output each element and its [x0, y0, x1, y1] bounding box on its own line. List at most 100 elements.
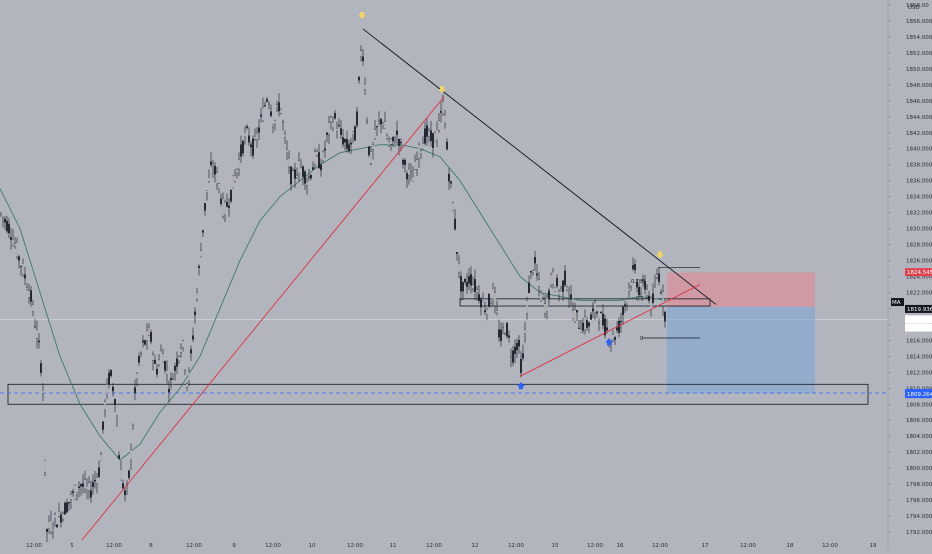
candle-body — [450, 181, 452, 184]
ascending-trendline-2[interactable] — [519, 284, 701, 377]
candle-body — [222, 198, 224, 217]
candle — [154, 354, 156, 365]
candle — [422, 136, 424, 150]
candle — [574, 302, 576, 324]
candle-body — [12, 238, 14, 245]
candle-body — [344, 139, 346, 143]
candle-body — [648, 295, 650, 301]
y-tick-label: 1816.000 — [906, 338, 932, 344]
candle-body — [212, 169, 214, 172]
candle-body — [304, 171, 306, 184]
candle-body — [500, 329, 502, 341]
price-tag: 12:09 — [905, 323, 932, 332]
candle-body — [4, 218, 6, 223]
candle — [566, 285, 568, 292]
candle-body — [404, 159, 406, 165]
arrow-down-icon — [438, 86, 446, 94]
ascending-trendline[interactable] — [81, 96, 445, 541]
indicator-tag-label: MA — [892, 300, 901, 306]
y-tick-label: 1826.000 — [906, 259, 932, 265]
candle-body — [638, 286, 640, 296]
indicator-tag-bg — [891, 298, 904, 307]
candle — [354, 125, 356, 141]
x-tick-label: 12 — [472, 543, 479, 549]
candle — [344, 138, 346, 151]
candle — [272, 124, 274, 134]
candle — [544, 294, 546, 318]
candle — [554, 287, 556, 292]
candle-body — [280, 108, 282, 114]
candle — [656, 268, 658, 280]
candle-body — [302, 166, 304, 177]
candle-body — [100, 454, 102, 461]
candle — [224, 199, 226, 223]
candle — [286, 140, 288, 161]
candle — [322, 150, 324, 163]
support-zone-box[interactable] — [7, 383, 869, 405]
candle — [340, 120, 342, 140]
candle-body — [446, 141, 448, 150]
candle — [210, 152, 212, 168]
candle — [234, 169, 236, 183]
candle — [338, 118, 340, 128]
candle — [624, 300, 626, 313]
candle — [424, 121, 426, 146]
candle-body — [188, 371, 190, 382]
candle — [168, 380, 170, 403]
candle-body — [632, 265, 634, 270]
candle-body — [130, 449, 132, 461]
price-tag-label: 1818.629 — [907, 317, 932, 323]
candle — [370, 146, 372, 166]
candle — [246, 124, 248, 130]
resistance-zone-box[interactable] — [459, 298, 711, 307]
candle — [58, 502, 60, 518]
candle-body — [248, 135, 250, 143]
candle-body — [442, 101, 444, 114]
candle-body — [440, 111, 442, 113]
candle-body — [144, 340, 146, 345]
candle-body — [84, 479, 86, 489]
candle-body — [586, 320, 588, 328]
candle — [106, 378, 108, 400]
candle-body — [556, 277, 558, 287]
candle-body — [410, 171, 412, 173]
candle-body — [226, 202, 228, 207]
candle-body — [328, 122, 330, 135]
candle-body — [236, 168, 238, 174]
candle — [458, 254, 460, 279]
price-tag-bg — [905, 315, 932, 324]
candle — [62, 511, 64, 522]
candle — [350, 138, 352, 155]
candle-body — [514, 346, 516, 354]
candle — [12, 229, 14, 247]
candle — [326, 131, 328, 143]
candle — [464, 277, 466, 285]
candle — [366, 117, 368, 125]
descending-trendline[interactable] — [362, 28, 717, 305]
candle-body — [294, 169, 296, 179]
candle — [90, 480, 92, 503]
take-profit-zone[interactable] — [667, 306, 815, 394]
candle-body — [34, 326, 36, 328]
candle — [292, 167, 294, 171]
candle — [102, 421, 104, 434]
candle — [114, 398, 116, 413]
candle-body — [180, 348, 182, 353]
candle-body — [314, 151, 316, 165]
candle — [586, 316, 588, 331]
candle-body — [228, 205, 230, 209]
candle — [198, 264, 200, 276]
candle — [232, 175, 234, 189]
price-tag-label: 1824.545 — [907, 270, 932, 276]
candle — [4, 216, 6, 231]
candle-body — [284, 134, 286, 138]
candle — [622, 305, 624, 326]
candle — [264, 101, 266, 108]
stop-loss-zone[interactable] — [667, 272, 815, 307]
candle — [18, 254, 20, 269]
candle-body — [418, 144, 420, 159]
candle — [308, 168, 310, 182]
candle-body — [550, 274, 552, 286]
